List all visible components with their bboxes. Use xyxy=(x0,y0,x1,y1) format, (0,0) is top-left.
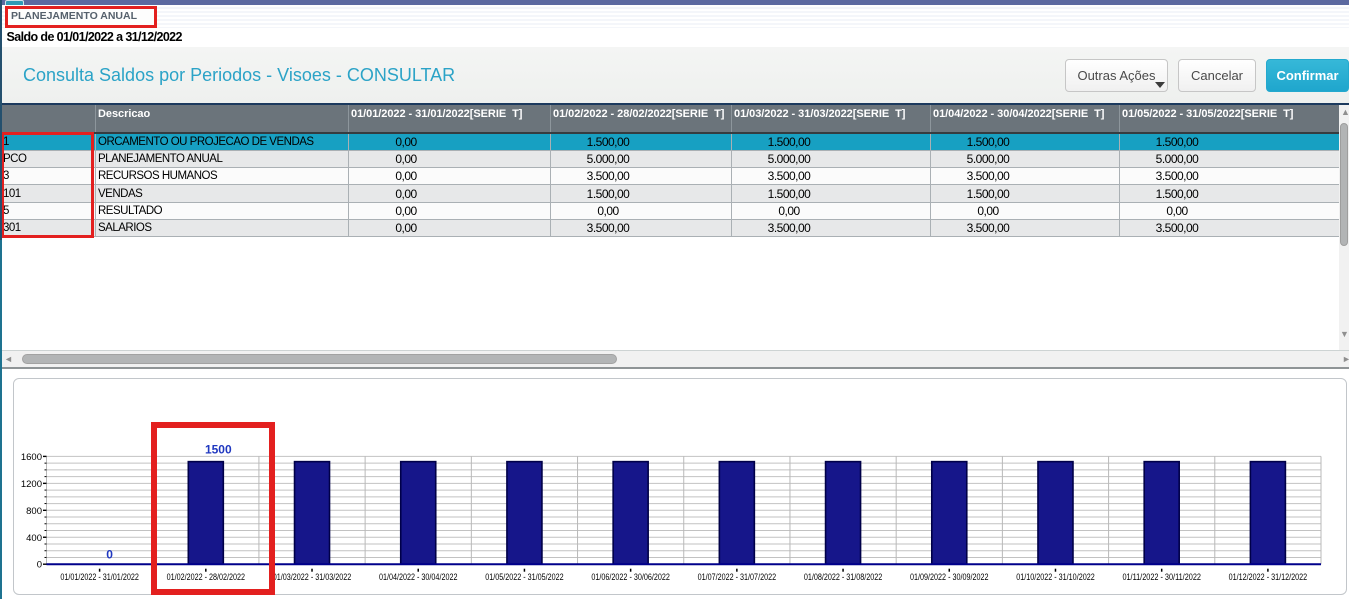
svg-text:01/09/2022 - 30/09/2022: 01/09/2022 - 30/09/2022 xyxy=(910,572,989,582)
svg-text:0: 0 xyxy=(37,560,42,571)
svg-text:800: 800 xyxy=(26,506,42,517)
svg-text:01/01/2022 - 31/01/2022: 01/01/2022 - 31/01/2022 xyxy=(60,572,139,582)
svg-text:400: 400 xyxy=(26,533,42,544)
svg-text:1200: 1200 xyxy=(21,479,42,490)
svg-text:01/07/2022 - 31/07/2022: 01/07/2022 - 31/07/2022 xyxy=(698,572,777,582)
svg-text:01/05/2022 - 31/05/2022: 01/05/2022 - 31/05/2022 xyxy=(485,572,564,582)
svg-text:01/04/2022 - 30/04/2022: 01/04/2022 - 30/04/2022 xyxy=(379,572,458,582)
svg-text:01/11/2022 - 30/11/2022: 01/11/2022 - 30/11/2022 xyxy=(1122,572,1201,582)
svg-text:01/02/2022 - 28/02/2022: 01/02/2022 - 28/02/2022 xyxy=(167,572,246,582)
svg-text:01/06/2022 - 30/06/2022: 01/06/2022 - 30/06/2022 xyxy=(591,572,670,582)
svg-text:01/10/2022 - 31/10/2022: 01/10/2022 - 31/10/2022 xyxy=(1016,572,1095,582)
svg-text:01/12/2022 - 31/12/2022: 01/12/2022 - 31/12/2022 xyxy=(1229,572,1308,582)
svg-text:01/03/2022 - 31/03/2022: 01/03/2022 - 31/03/2022 xyxy=(273,572,352,582)
svg-text:01/08/2022 - 31/08/2022: 01/08/2022 - 31/08/2022 xyxy=(804,572,883,582)
svg-text:0: 0 xyxy=(106,548,113,562)
svg-text:1500: 1500 xyxy=(205,443,232,457)
svg-text:1600: 1600 xyxy=(21,452,42,463)
